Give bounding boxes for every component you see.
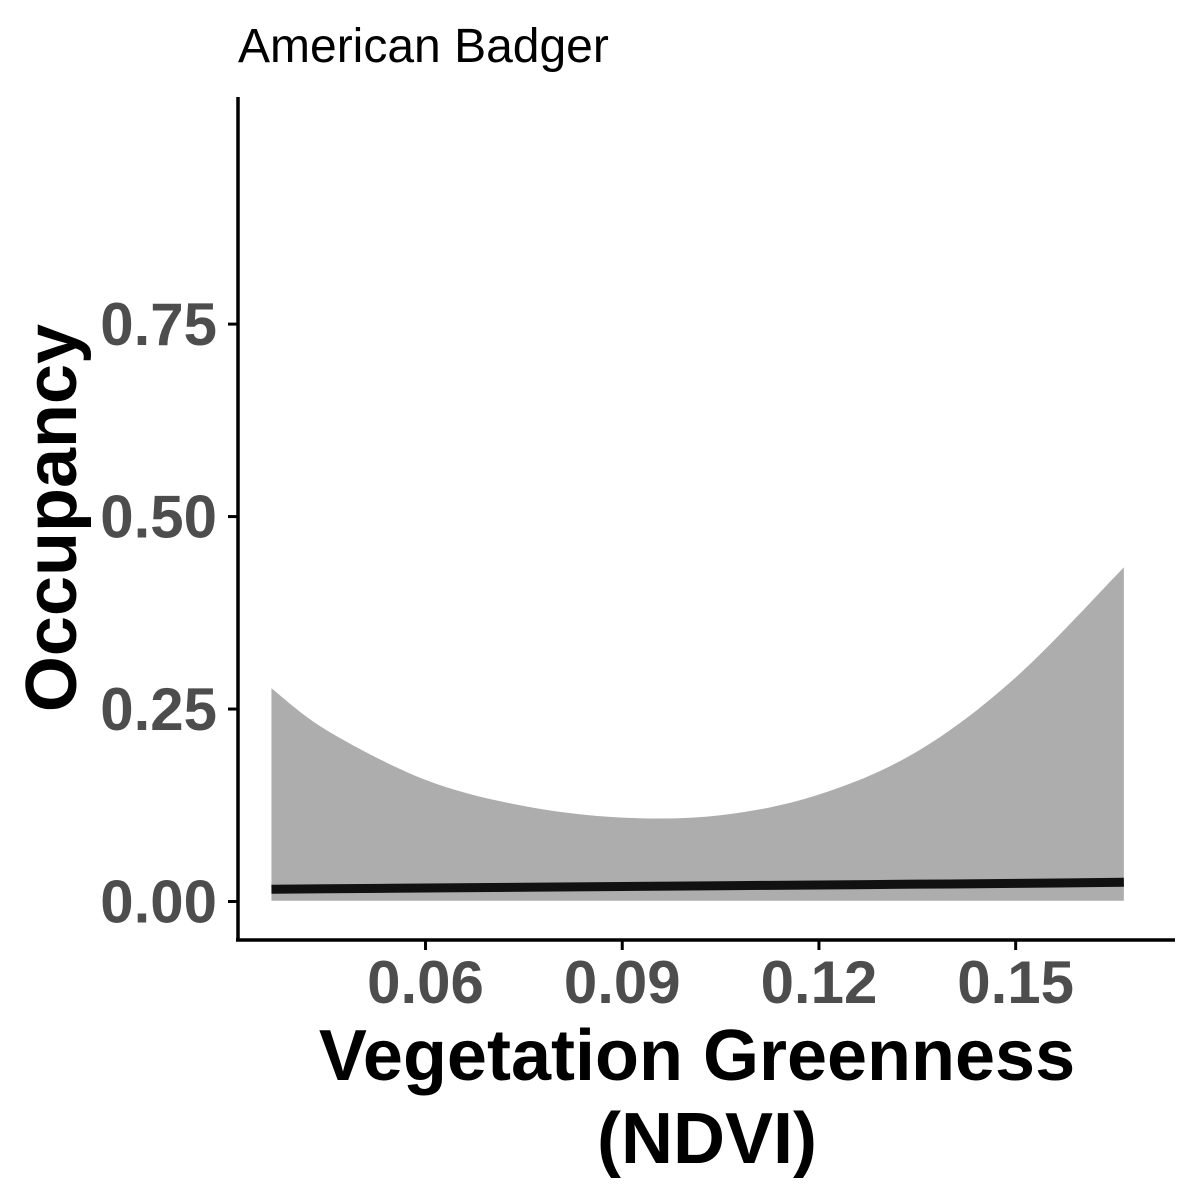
line-layer (271, 877, 1124, 894)
chart-title: American Badger (238, 20, 609, 73)
x-axis-ticks: 0.06 0.09 0.12 0.15 (367, 940, 1074, 1016)
y-tick-label: 0.75 (100, 291, 217, 358)
occupancy-line (271, 877, 1124, 894)
y-tick-label: 0.25 (100, 676, 217, 743)
confidence-ribbon (271, 567, 1124, 901)
y-tick-label: 0.50 (100, 484, 217, 551)
x-tick-label: 0.15 (957, 949, 1074, 1016)
x-tick-label: 0.12 (761, 949, 878, 1016)
x-tick-label: 0.09 (564, 949, 681, 1016)
x-axis-title-line-2: (NDVI) (597, 1099, 817, 1179)
y-tick-label: 0.00 (100, 869, 217, 936)
y-axis-ticks: 0.00 0.25 0.50 0.75 (100, 291, 238, 936)
x-tick-label: 0.06 (367, 949, 484, 1016)
plot-area (271, 567, 1124, 901)
ribbon-layer (271, 567, 1124, 901)
y-axis-title: Occupancy (12, 324, 92, 712)
x-axis-title-line-1: Vegetation Greenness (319, 1016, 1075, 1096)
